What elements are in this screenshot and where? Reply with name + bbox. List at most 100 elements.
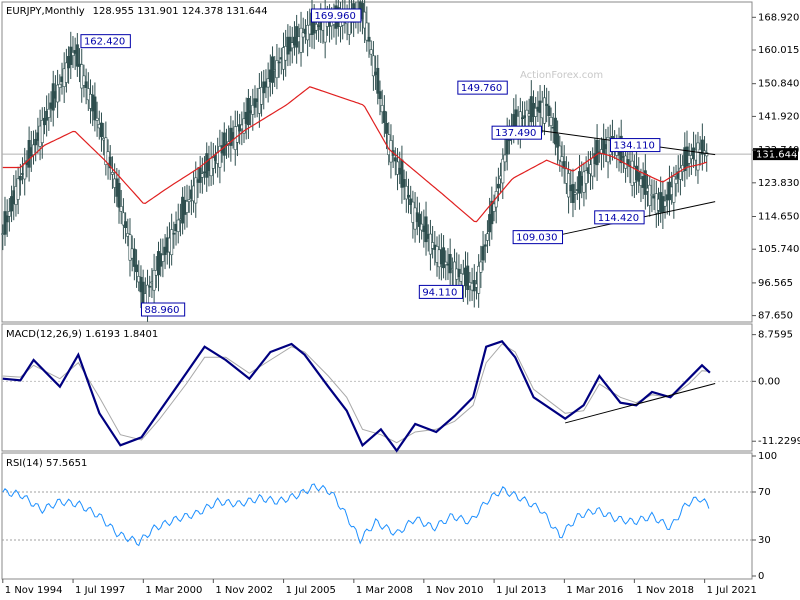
candle-body <box>40 119 44 143</box>
x-tick-label: 1 Nov 1994 <box>5 585 63 596</box>
candle-body <box>275 60 279 79</box>
candle-body <box>18 175 22 181</box>
candle-body <box>172 232 176 235</box>
candle-body <box>42 117 46 126</box>
candle-body <box>545 103 549 106</box>
candle-body <box>503 154 507 163</box>
y-tick-label: 150.840 <box>758 79 799 90</box>
y-tick-label: 105.740 <box>758 244 799 255</box>
candle-body <box>385 122 389 134</box>
candle-body <box>650 193 654 196</box>
candle-body <box>93 96 97 121</box>
candle-body <box>253 98 257 108</box>
candle-body <box>7 211 11 217</box>
price-annotation-label: 169.960 <box>315 11 356 22</box>
candle-body <box>479 261 483 273</box>
price-annotation-label: 134.110 <box>613 141 654 152</box>
axis-layer: 168.920 160.015 150.840 141.920 132.740 123.8… <box>2 12 800 596</box>
candle-body <box>5 215 9 223</box>
candle-body <box>58 83 62 88</box>
candle-body <box>121 212 125 226</box>
candle-body <box>124 221 128 228</box>
candle-body <box>687 155 691 164</box>
candle-body <box>553 117 557 145</box>
y-tick-label: 132.740 <box>758 145 799 156</box>
candle-body <box>376 67 380 94</box>
candle-body <box>128 234 132 261</box>
y-tick-label: 87.650 <box>758 311 793 322</box>
candle-body <box>573 192 577 195</box>
candle-body <box>406 194 410 198</box>
ohlc-label: 128.955 131.901 124.378 131.644 <box>93 6 268 17</box>
candle-body <box>549 117 553 126</box>
price-annotation-box <box>594 210 645 225</box>
candle-body <box>700 139 704 155</box>
candle-body <box>637 172 641 182</box>
candle-body <box>75 44 79 67</box>
candle-body <box>404 185 408 200</box>
x-tick-label: 1 Jul 1997 <box>75 585 125 596</box>
candle-body <box>34 138 38 146</box>
y-tick-label: 168.920 <box>758 12 799 23</box>
candle-body <box>663 200 667 207</box>
price-annotation-box <box>140 302 186 317</box>
candle-body <box>542 97 546 124</box>
candle-body <box>84 81 88 88</box>
candle-body <box>242 118 246 134</box>
candle-body <box>562 161 566 169</box>
price-annotation-box <box>491 125 542 140</box>
x-tick-label: 1 Mar 2016 <box>566 585 623 596</box>
candle-body <box>119 206 123 212</box>
candle-body <box>301 32 305 38</box>
current-price-box <box>753 148 798 161</box>
candle-body <box>371 55 375 77</box>
candle-body <box>672 176 676 203</box>
candle-body <box>365 22 369 41</box>
y-tick-label: 8.7595 <box>758 330 793 341</box>
y-tick-label: 70 <box>758 487 771 498</box>
candle-body <box>135 264 139 273</box>
price-layer: 162.420 88.960 169.960 94.110 149.760 137.490… <box>1 0 798 322</box>
candle-body <box>534 107 538 117</box>
candle-body <box>108 156 112 169</box>
x-tick-label: 1 Jul 2021 <box>707 585 757 596</box>
candle-body <box>117 182 121 208</box>
candle-body <box>211 157 215 169</box>
macd-line <box>2 340 711 453</box>
y-tick-label: -11.2299 <box>758 436 800 447</box>
price-panel-frame <box>1 1 753 323</box>
macd-panel-frame <box>1 323 753 452</box>
candle-body <box>674 178 678 184</box>
candle-body <box>378 91 382 99</box>
x-tick-label: 1 Nov 2018 <box>636 585 694 596</box>
candle-body <box>185 201 189 213</box>
candle-body <box>643 170 647 195</box>
candle-body <box>110 172 114 175</box>
candle-body <box>696 142 700 171</box>
candle-body <box>367 36 371 42</box>
candle-body <box>492 203 496 212</box>
y-tick-label: 123.830 <box>758 178 799 189</box>
candle-body <box>152 270 156 291</box>
candle-body <box>483 244 487 247</box>
candle-body <box>457 268 461 278</box>
candle-body <box>481 246 485 261</box>
candle-body <box>525 109 529 128</box>
price-annotation-box <box>80 34 131 49</box>
candle-body <box>314 23 318 31</box>
price-annotation-label: 88.960 <box>144 305 179 316</box>
candle-body <box>251 105 255 115</box>
price-annotation-label: 162.420 <box>84 37 125 48</box>
candle-body <box>444 261 448 265</box>
x-tick-label: 1 Nov 2002 <box>215 585 273 596</box>
candle-body <box>71 52 75 56</box>
candle-body <box>501 158 505 184</box>
candle-body <box>260 87 264 105</box>
price-annotation-box <box>609 138 661 153</box>
y-tick-label: 100 <box>758 451 777 462</box>
candle-body <box>132 248 136 267</box>
candle-body <box>47 108 51 118</box>
candle-body <box>584 170 588 184</box>
y-tick-label: 0.00 <box>758 376 780 387</box>
